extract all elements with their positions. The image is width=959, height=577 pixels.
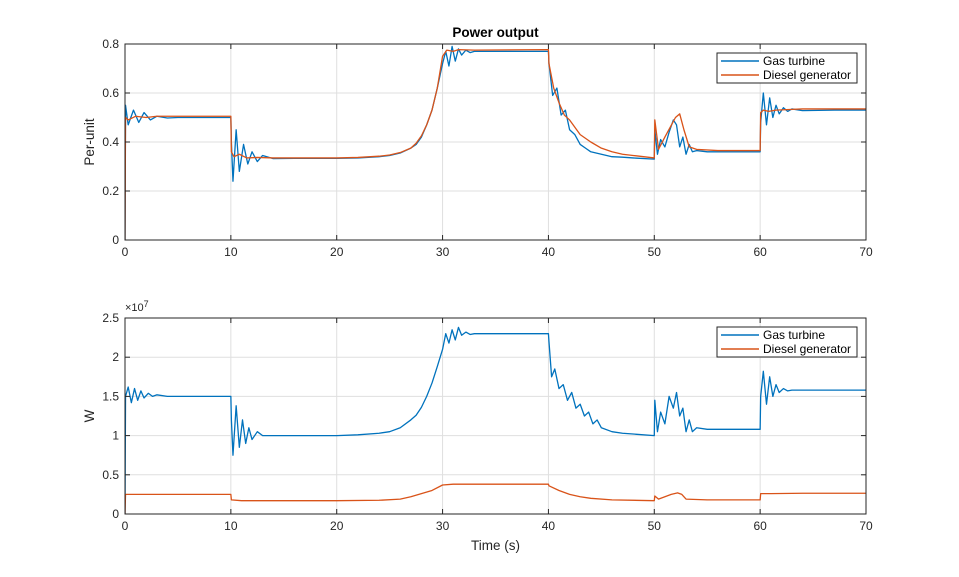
x-tick-label: 70 (859, 245, 873, 259)
y-tick-label: 0 (112, 233, 119, 247)
chart-title: Power output (452, 25, 539, 40)
x-tick-label: 60 (753, 245, 767, 259)
top-axes: 0 10 20 30 40 50 60 70 0 0.2 0.4 0.6 0.8 Power output… (82, 25, 873, 259)
y-tick-label: 1.5 (102, 389, 119, 403)
x-tick-label: 10 (224, 519, 238, 533)
y-tick-label: 1 (112, 429, 119, 443)
axes-frame (124, 317, 867, 515)
y-exponent-label: ×107 (125, 299, 149, 314)
series-line-gas-turbine (125, 326, 866, 514)
y-tick-label: 0.6 (102, 86, 119, 100)
x-tick-label: 0 (122, 519, 129, 533)
y-axis-label: W (82, 409, 97, 422)
y-tick-label: 0.5 (102, 468, 119, 482)
legend-entry: Diesel generator (763, 342, 851, 356)
series-line-diesel-generator (125, 48, 866, 240)
y-tick-label: 2.5 (102, 311, 119, 325)
legend-box (716, 52, 858, 84)
y-tick-label: 0.2 (102, 184, 119, 198)
legend-entry: Gas turbine (763, 328, 825, 342)
x-tick-label: 0 (122, 245, 129, 259)
legend-entry: Gas turbine (763, 54, 825, 68)
y-axis-label: Per-unit (82, 118, 97, 166)
x-tick-label: 50 (648, 245, 662, 259)
x-tick-label: 30 (436, 245, 450, 259)
x-tick-label: 60 (753, 519, 767, 533)
x-tick-label: 30 (436, 519, 450, 533)
x-tick-label: 20 (330, 519, 344, 533)
series-line-diesel-generator (125, 483, 866, 514)
y-tick-label: 2 (112, 350, 119, 364)
x-axis-label: Time (s) (471, 538, 520, 553)
legend-box (716, 326, 858, 358)
x-tick-label: 40 (542, 245, 556, 259)
x-tick-label: 40 (542, 519, 556, 533)
x-tick-label: 20 (330, 245, 344, 259)
legend-entry: Diesel generator (763, 68, 851, 82)
y-tick-label: 0 (112, 507, 119, 521)
bottom-axes: 0 10 20 30 40 50 60 70 0 0.5 1 1.5 2 2.5 Time (s) W ×107… (82, 299, 873, 553)
x-tick-label: 50 (648, 519, 662, 533)
y-tick-label: 0.4 (102, 135, 119, 149)
y-tick-label: 0.8 (102, 37, 119, 51)
x-tick-label: 10 (224, 245, 238, 259)
x-tick-label: 70 (859, 519, 873, 533)
